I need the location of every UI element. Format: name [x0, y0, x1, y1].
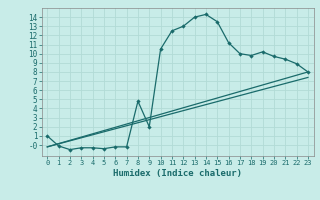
X-axis label: Humidex (Indice chaleur): Humidex (Indice chaleur) — [113, 169, 242, 178]
